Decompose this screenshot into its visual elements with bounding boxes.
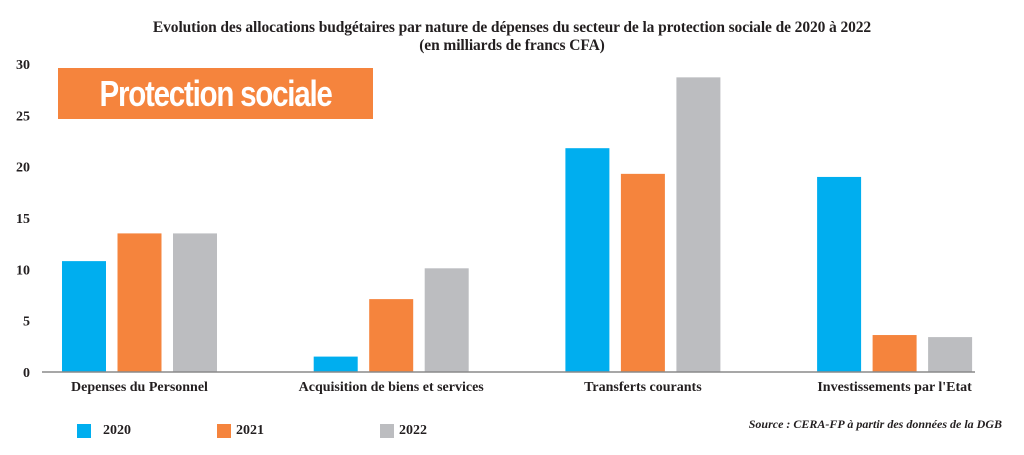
x-category-label: Transferts courants [584,380,702,395]
y-tick-label: 10 [16,263,30,278]
bar-2022-3 [676,77,721,372]
bars [62,77,973,372]
legend-item-2022: 2022 [380,423,427,439]
y-axis-ticks: 0 5 10 15 20 25 30 [16,58,30,381]
legend-swatch-2022 [380,424,394,438]
x-axis-labels: Depenses du Personnel Acquisition de bien… [71,380,972,395]
x-category-label: Investissements par l'Etat [817,380,972,395]
legend-label-2021: 2021 [236,423,264,438]
bar-2021-3 [620,173,665,372]
y-tick-label: 0 [23,366,30,381]
y-tick-label: 20 [16,161,30,176]
bar-2022-4 [928,337,973,372]
bar-2020-1 [62,261,106,372]
bar-2021-4 [872,335,917,372]
legend-item-2021: 2021 [217,423,264,439]
y-tick-label: 15 [16,212,30,227]
bar-2020-2 [313,356,358,372]
legend-item-2020: 2020 [77,423,131,439]
y-tick-label: 25 [16,109,30,124]
bar-2021-2 [369,299,414,372]
chart-subtitle: (en milliards de francs CFA) [419,37,605,54]
bar-2021-1 [117,233,162,372]
legend-swatch-2021 [217,424,231,438]
chart-title: Evolution des allocations budgétaires pa… [152,19,872,36]
x-category-label: Acquisition de biens et services [299,380,485,395]
bar-2020-3 [565,148,610,372]
bar-2020-4 [817,176,862,372]
bar-2022-2 [424,268,469,372]
y-tick-label: 30 [16,58,30,73]
source-note: Source : CERA-FP à partir des données de… [748,417,1002,431]
legend-swatch-2020 [77,424,91,438]
bar-2022-1 [173,233,217,372]
x-category-label: Depenses du Personnel [71,380,208,395]
banner-text: Protection sociale [99,72,332,114]
y-tick-label: 5 [23,315,30,330]
section-banner: Protection sociale [58,68,373,119]
legend-label-2022: 2022 [399,423,427,438]
legend-label-2020: 2020 [103,423,131,438]
